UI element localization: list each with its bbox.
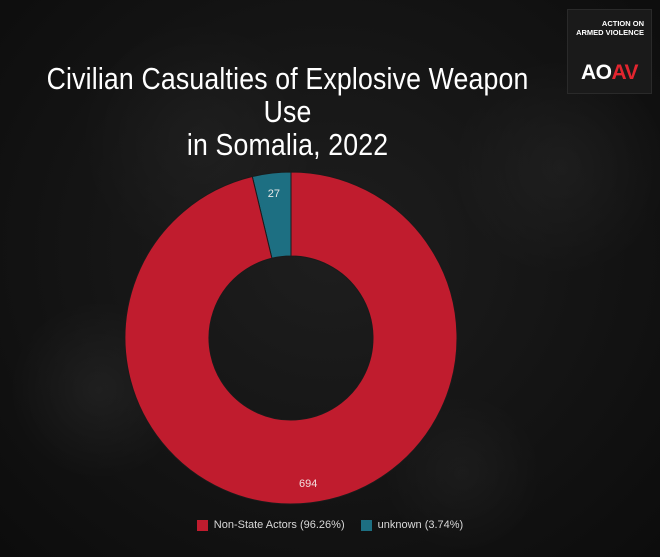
logo-wordmark-part-1: AO (580, 61, 612, 84)
logo-wordmark-part-2: AV (611, 61, 639, 84)
title-line-1: Civilian Casualties of Explosive Weapon … (46, 61, 529, 129)
title-line-2: in Somalia, 2022 (186, 127, 389, 162)
chart-legend: Non-State Actors (96.26%) unknown (3.74%… (0, 518, 660, 532)
legend-item-unknown[interactable]: unknown (3.74%) (360, 518, 464, 532)
logo-tagline-line-1: ACTION ON (601, 19, 644, 28)
donut-slice-non-state-actors[interactable] (124, 171, 458, 505)
legend-item-non-state-actors[interactable]: Non-State Actors (96.26%) (196, 518, 345, 532)
chart-title: Civilian Casualties of Explosive Weapon … (40, 62, 535, 161)
data-label-non-state-actors: 694 (299, 478, 317, 490)
data-label-unknown: 27 (268, 188, 280, 200)
aoav-logo: ACTION ON ARMED VIOLENCE AOAV (567, 9, 652, 94)
legend-label-unknown: unknown (3.74%) (377, 519, 464, 531)
logo-tagline: ACTION ON ARMED VIOLENCE (574, 19, 644, 37)
logo-tagline-line-2: ARMED VIOLENCE (576, 28, 644, 37)
logo-wordmark: AOAV (568, 62, 651, 84)
legend-label-non-state-actors: Non-State Actors (96.26%) (213, 519, 345, 531)
legend-swatch-non-state-actors (196, 519, 208, 531)
legend-swatch-unknown (360, 519, 372, 531)
